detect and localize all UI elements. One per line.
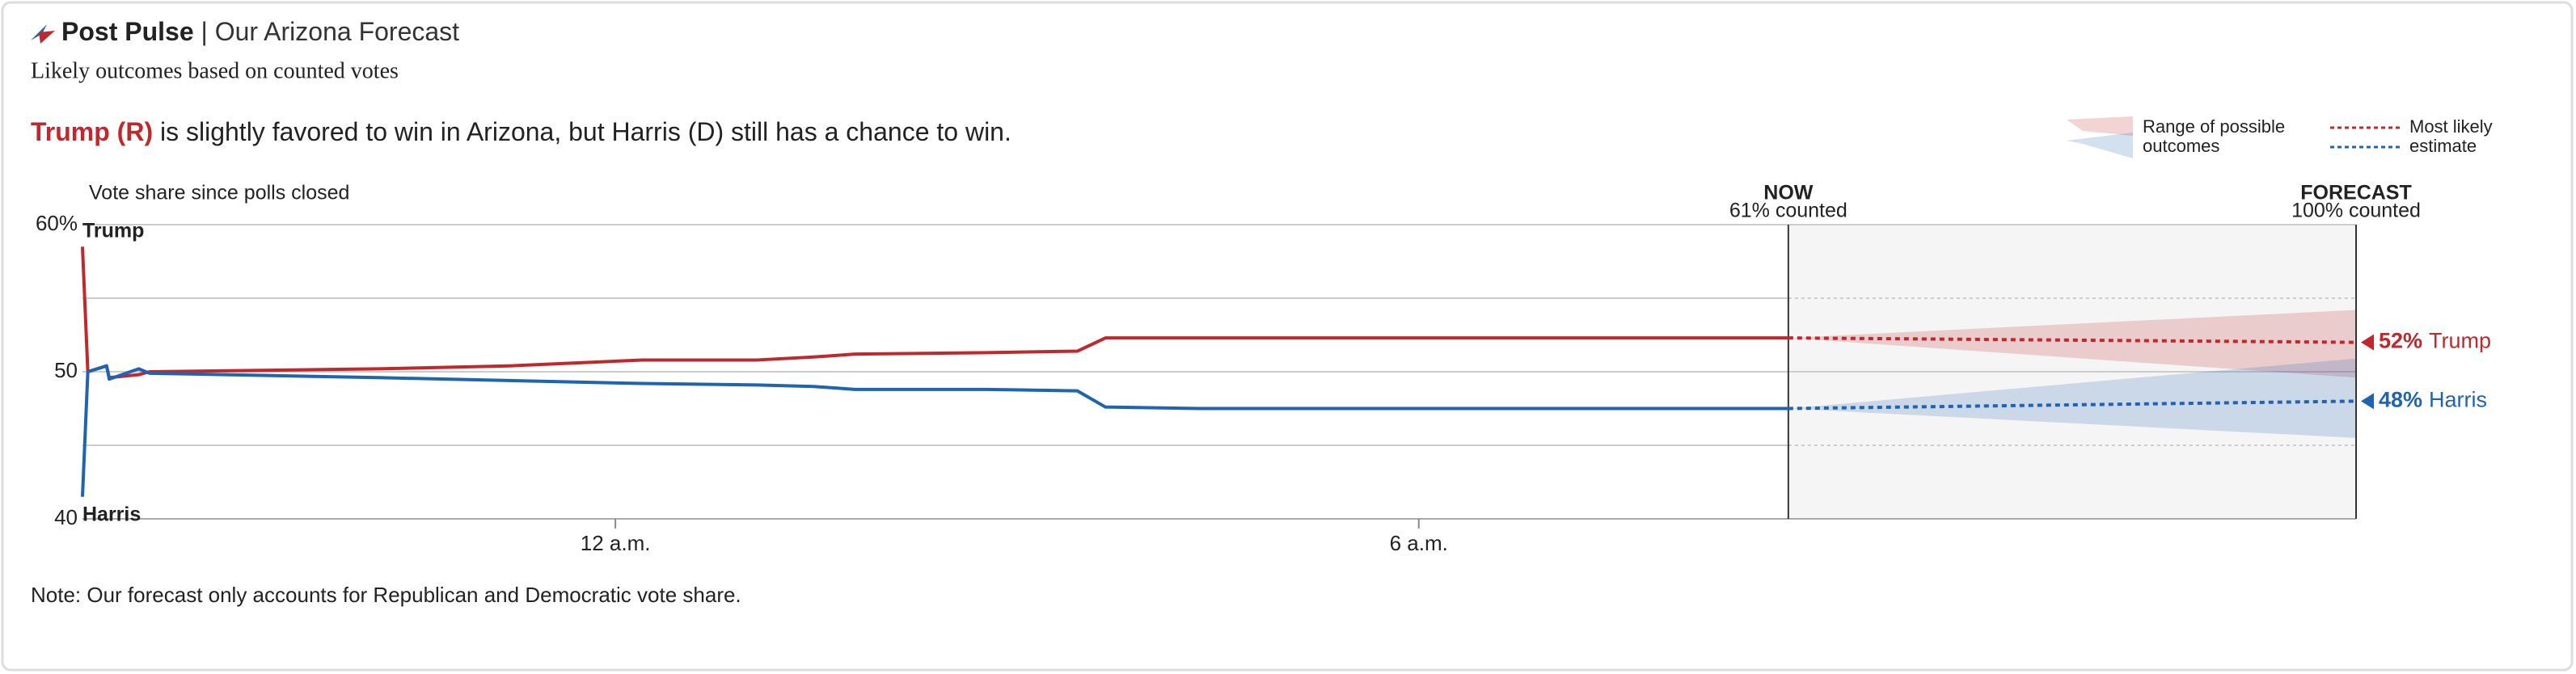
estimate-line bbox=[1788, 399, 2357, 411]
y-tick-label: 50 bbox=[54, 358, 78, 382]
y-axis-label: Vote share since polls closed bbox=[89, 182, 349, 204]
headline-highlight: Trump (R) bbox=[31, 117, 153, 146]
legend-label: Most likely bbox=[2409, 116, 2493, 137]
end-name: Harris bbox=[2429, 388, 2487, 412]
estimate-line bbox=[1788, 336, 2357, 344]
forecast-label: FORECAST bbox=[2300, 182, 2412, 204]
end-name: Trump bbox=[2429, 329, 2491, 353]
estimate-pointer bbox=[2361, 334, 2374, 351]
end-label: 48% Harris bbox=[2379, 388, 2487, 412]
end-value: 52% bbox=[2379, 329, 2422, 353]
y-tick-label: 40 bbox=[54, 505, 78, 529]
start-label: Trump bbox=[82, 220, 144, 242]
x-tick-label: 12 a.m. bbox=[581, 531, 651, 555]
series-line bbox=[81, 364, 1788, 497]
headline-text: is slightly favored to win in Arizona, b… bbox=[153, 117, 1011, 146]
y-tick-label: 60% bbox=[36, 211, 78, 235]
title-suffix: | Our Arizona Forecast bbox=[201, 17, 460, 46]
now-label: NOW bbox=[1763, 182, 1814, 204]
legend-label: estimate bbox=[2409, 136, 2477, 156]
estimate-pointer bbox=[2361, 393, 2374, 410]
end-label: 52% Trump bbox=[2379, 329, 2491, 353]
x-tick-label: 6 a.m. bbox=[1390, 531, 1448, 555]
forecast-sublabel: 100% counted bbox=[2291, 200, 2421, 222]
now-sublabel: 61% counted bbox=[1729, 200, 1848, 222]
legend-label: Range of possible bbox=[2143, 116, 2285, 137]
range-band bbox=[1788, 310, 2356, 378]
start-label: Harris bbox=[82, 503, 141, 526]
legend-range-swatch bbox=[2067, 133, 2133, 158]
logo bbox=[31, 24, 55, 44]
legend-label: outcomes bbox=[2143, 136, 2219, 156]
range-band bbox=[1788, 358, 2356, 438]
legend-range-swatch bbox=[2067, 116, 2133, 136]
headline: Trump (R) is slightly favored to win in … bbox=[31, 117, 1011, 146]
title: Post Pulse | Our Arizona Forecast bbox=[61, 17, 459, 46]
title-main: Post Pulse bbox=[61, 17, 194, 46]
subtitle: Likely outcomes based on counted votes bbox=[31, 58, 399, 83]
note: Note: Our forecast only accounts for Rep… bbox=[31, 583, 741, 607]
end-value: 48% bbox=[2379, 388, 2422, 412]
